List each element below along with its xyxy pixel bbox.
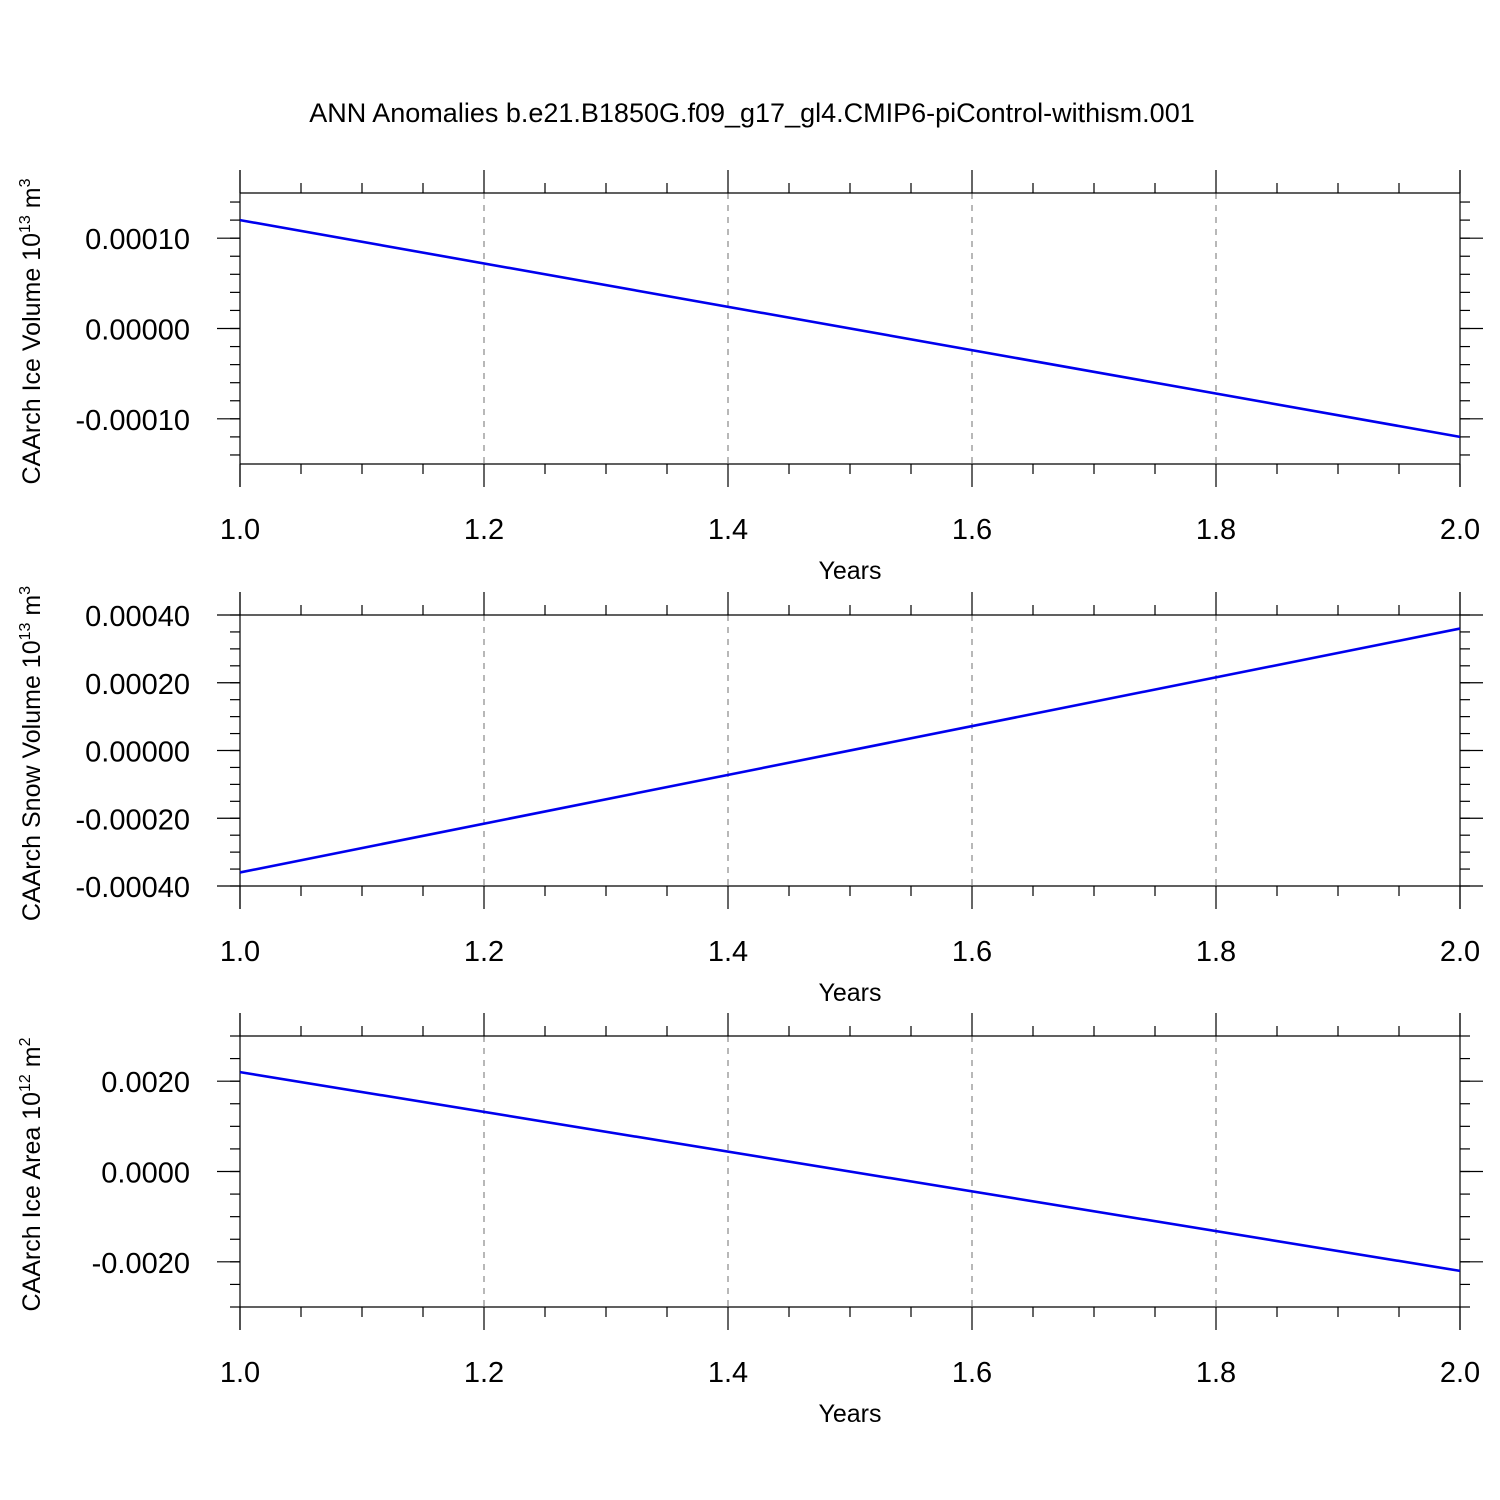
x-tick-label: 1.0 [220,936,260,968]
y-tick-label: 0.00040 [85,601,190,633]
x-tick-label: 1.2 [464,1357,504,1389]
y-axis-title: CAArch Ice Volume 1013 m3 [17,178,46,484]
x-tick-label: 2.0 [1440,514,1480,546]
panel-1: 0.00010 0.00000 -0.00010 1.0 1.2 1.4 1.6 1.8 2.0… [17,170,1483,585]
x-tick-label: 2.0 [1440,1357,1480,1389]
panel-2: 0.00040 0.00020 0.00000 -0.00020 -0.00040 1.0… [17,586,1483,1007]
panel-3: 0.0020 0.0000 -0.0020 1.0 1.2 1.4 1.6 1.8 2.0 Yea… [17,1013,1483,1428]
y-tick-label: -0.00010 [76,405,191,437]
y-tick-label: 0.0020 [101,1067,190,1099]
y-axis-title-exponent: 12 [17,1074,34,1092]
x-tick-label: 1.6 [952,936,992,968]
x-tick-label: 1.4 [708,936,748,968]
y-axis-title-text: CAArch Snow Volume 10 [18,640,46,921]
x-tick-label: 1.2 [464,936,504,968]
figure-title: ANN Anomalies b.e21.B1850G.f09_g17_gl4.C… [309,98,1194,128]
y-axis-title-unit: m [18,595,46,623]
x-tick-label: 1.8 [1196,1357,1236,1389]
y-axis-title-unit: m [18,187,46,215]
y-tick-label: 0.00000 [85,315,190,347]
x-tick-label: 1.6 [952,514,992,546]
y-tick-label: 0.00010 [85,224,190,256]
x-tick-label: 1.8 [1196,936,1236,968]
y-tick-label: 0.0000 [101,1158,190,1190]
series-line [239,1070,1461,1273]
series-line [239,218,1461,439]
y-axis-title: CAArch Ice Area 1012 m2 [17,1037,46,1311]
y-tick-label: -0.0020 [92,1248,190,1280]
x-axis-title: Years [818,979,881,1007]
y-axis-title-unit: m [18,1046,46,1074]
y-axis-title-text: CAArch Ice Area 10 [18,1092,46,1312]
x-tick-label: 1.0 [220,1357,260,1389]
y-axis-title-text: CAArch Ice Volume 10 [18,233,46,485]
x-axis-title: Years [818,557,881,585]
x-tick-label: 1.6 [952,1357,992,1389]
y-tick-label: 0.00020 [85,669,190,701]
y-axis-title-exponent: 13 [17,215,34,233]
y-tick-label: 0.00000 [85,737,190,769]
x-tick-label: 1.0 [220,514,260,546]
x-axis-title: Years [818,1400,881,1428]
y-axis-title-exponent: 13 [17,622,34,640]
y-axis-title-unit-exponent: 3 [17,586,34,595]
x-tick-label: 2.0 [1440,936,1480,968]
x-tick-label: 1.4 [708,1357,748,1389]
y-tick-label: -0.00040 [76,872,191,904]
series-line [239,627,1461,874]
x-tick-label: 1.8 [1196,514,1236,546]
x-tick-label: 1.4 [708,514,748,546]
y-axis-title-unit-exponent: 2 [17,1037,34,1046]
y-axis-title: CAArch Snow Volume 1013 m3 [17,586,46,921]
y-tick-label: -0.00020 [76,804,191,836]
x-tick-label: 1.2 [464,514,504,546]
y-axis-title-unit-exponent: 3 [17,178,34,187]
